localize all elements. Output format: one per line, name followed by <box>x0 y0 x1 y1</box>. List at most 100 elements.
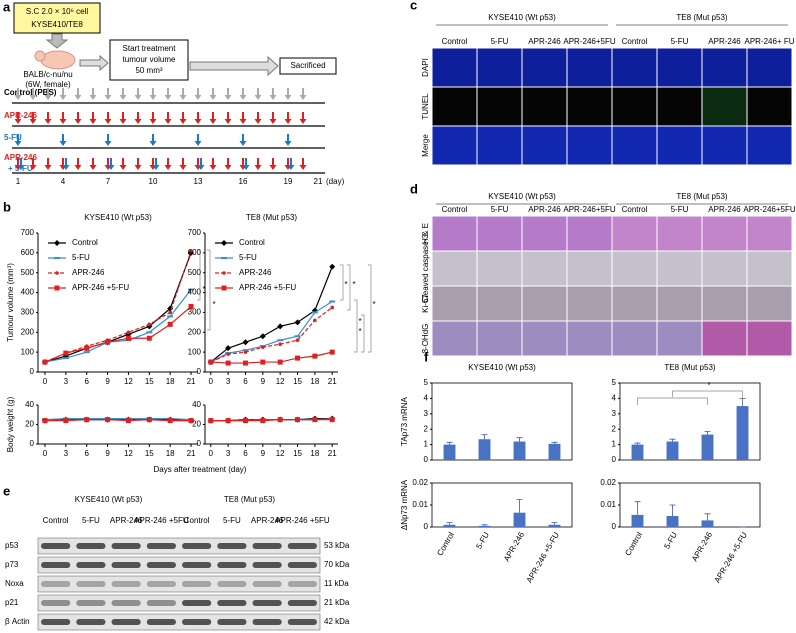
legend-label: 5-FU <box>239 253 257 262</box>
micrograph <box>612 126 657 165</box>
marker <box>277 359 283 365</box>
column-label: Control <box>622 205 648 214</box>
marker <box>260 359 266 365</box>
x-tick-label: 12 <box>124 449 133 458</box>
band <box>287 562 317 568</box>
y-tick-label: 100 <box>21 347 35 356</box>
schedule: 1 4 7 10 13 16 19 21 (day) <box>12 88 345 186</box>
dose-arrow <box>209 158 217 170</box>
day-label: 4 <box>61 177 66 186</box>
sig-bracket <box>672 390 743 403</box>
plot-frame <box>619 382 761 461</box>
column-label: APR-246+5FU <box>743 205 795 214</box>
dose-arrow <box>89 88 97 100</box>
x-tick-label: APR-246 <box>690 530 714 563</box>
x-tick-label: 6 <box>243 449 248 458</box>
error-bar <box>704 431 711 435</box>
dose-arrow <box>14 112 22 124</box>
marker <box>188 303 194 309</box>
sig-bracket <box>368 264 372 353</box>
band <box>111 562 141 568</box>
marker <box>277 323 284 330</box>
row-label: p21 <box>5 598 19 607</box>
micrograph <box>477 126 522 165</box>
x-tick-label: 3 <box>64 377 69 386</box>
marker <box>222 271 226 275</box>
marker <box>126 330 131 335</box>
band <box>252 600 282 606</box>
micrograph <box>522 286 567 321</box>
band <box>41 581 71 587</box>
x-tick-label: 3 <box>64 449 69 458</box>
y-tick-label: 200 <box>188 327 202 336</box>
y-axis-label: ΔNp73 mRNA <box>400 479 409 530</box>
column-label: 5-FU <box>491 205 509 214</box>
marker <box>243 350 248 354</box>
column-label: Control <box>184 516 210 525</box>
band <box>182 619 212 625</box>
blot <box>37 594 321 612</box>
band <box>182 543 212 549</box>
x-tick-label: 12 <box>276 449 285 458</box>
micrograph <box>702 216 747 251</box>
marker <box>189 249 193 253</box>
band <box>76 562 106 568</box>
bar <box>666 441 679 460</box>
band <box>111 600 141 606</box>
dose-arrow <box>164 112 172 124</box>
dose-arrow <box>254 158 262 170</box>
dose-arrow <box>239 88 247 100</box>
dose-arrow <box>152 158 160 170</box>
dose-arrow <box>59 134 67 146</box>
y-tick-label: 2 <box>424 424 429 433</box>
band <box>252 543 282 549</box>
dose-arrow <box>269 112 277 124</box>
end-box <box>279 57 337 75</box>
micrograph <box>657 126 702 165</box>
x-tick-label: 15 <box>293 377 302 386</box>
x-tick-label: APR-246 +5-FU <box>525 530 561 584</box>
y-axis-label: TAp73 mRNA <box>400 396 409 445</box>
x-tick-label: APR-246 +5-FU <box>713 530 749 584</box>
significance: * <box>358 327 361 336</box>
band <box>146 581 176 587</box>
dose-arrow <box>179 158 187 170</box>
x-tick-label: 12 <box>276 377 285 386</box>
dose-arrow <box>224 112 232 124</box>
band <box>76 619 106 625</box>
dose-arrow <box>299 88 307 100</box>
x-tick-label: 5-FU <box>474 530 491 550</box>
cell-text: KYSE410/TE8 <box>31 20 83 29</box>
bar <box>548 443 561 460</box>
band <box>41 600 71 606</box>
dose-arrow <box>299 158 307 170</box>
x-tick-label: 0 <box>43 377 48 386</box>
column-label: 5-FU <box>671 205 689 214</box>
y-tick-label: 0.02 <box>600 478 616 487</box>
end-text: Sacrificed <box>290 61 325 70</box>
chart-title: KYSE410 (Wt p53) <box>468 363 536 372</box>
micrograph <box>432 216 477 251</box>
x-tick-label: 9 <box>261 449 266 458</box>
x-tick-label: 21 <box>328 449 337 458</box>
marker <box>54 240 60 246</box>
dose-arrow <box>104 88 112 100</box>
start-text: tumour volume <box>123 55 176 64</box>
bar <box>666 516 679 527</box>
dose-arrow <box>62 158 70 170</box>
legend-label: Control <box>239 238 265 247</box>
day-label: 7 <box>106 177 111 186</box>
arrow <box>45 33 69 49</box>
mouse-text: BALB/c-nu/nu <box>23 70 72 79</box>
series-line <box>44 419 192 422</box>
band <box>252 562 282 568</box>
band <box>111 581 141 587</box>
error-bar <box>634 501 641 515</box>
series-line <box>44 306 192 363</box>
y-tick-label: 2 <box>612 424 617 433</box>
y-tick-label: 600 <box>188 248 202 257</box>
error-bar <box>446 441 453 445</box>
micrograph <box>747 216 792 251</box>
marker <box>295 355 301 361</box>
band <box>76 581 106 587</box>
